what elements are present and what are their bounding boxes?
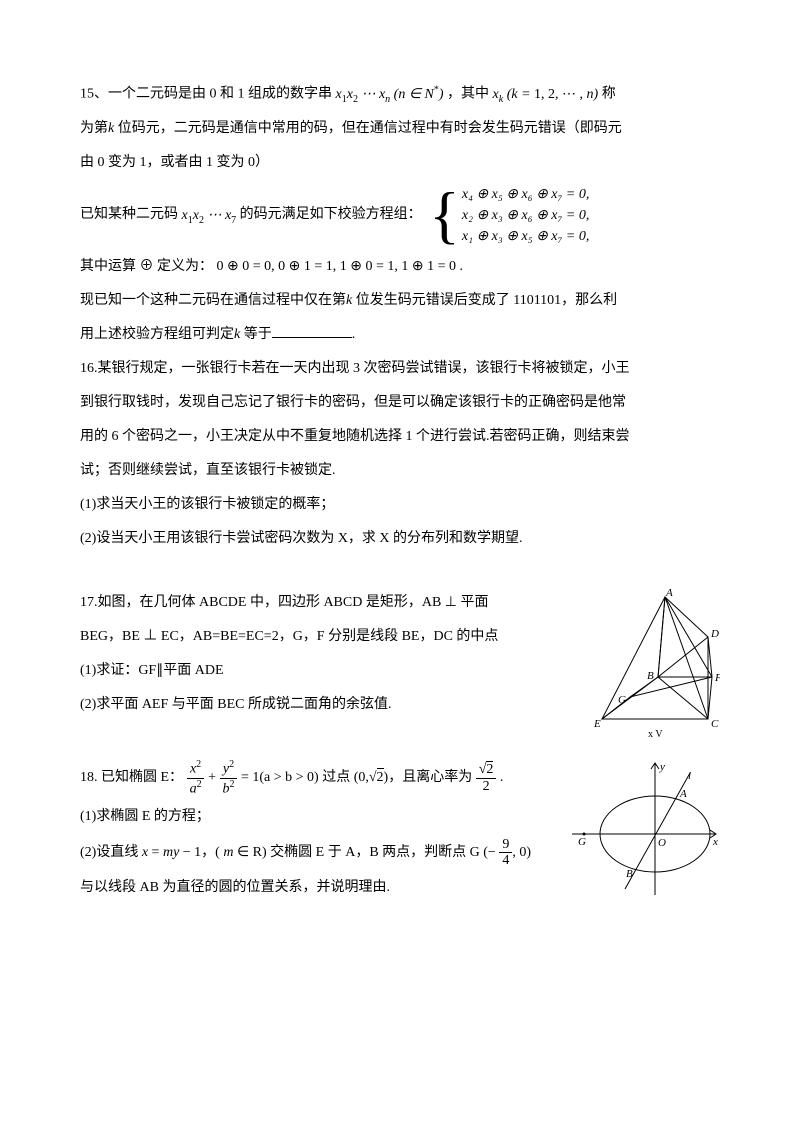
q15-line1-a: 15、一个二元码是由 0 和 1 组成的数字串	[80, 87, 336, 102]
q17-figure: A D B F C E G x V	[590, 589, 720, 739]
q18-l3: 与以线段 AB 为直径的圆的位置关系，并说明理由.	[80, 874, 560, 902]
q17-label-C: C	[711, 718, 719, 730]
q15-line2-b: 位码元，二元码是通信中常用的码，但在通信过程中有时会发生码元错误（即码元	[114, 121, 622, 136]
q18-p2-a: (2)设直线	[80, 845, 142, 860]
q18-p2-b: =	[148, 845, 163, 860]
q17-svg: A D B F C E G x V	[590, 589, 720, 739]
q18-p2: (2)设直线 x = my − 1，( m ∈ R) 交椭圆 E 于 A，B 两…	[80, 837, 560, 869]
q15-eq1: x₄ ⊕ x₅ ⊕ x₆ ⊕ x₇ = 0,	[462, 184, 589, 205]
q15-line2-a: 为第	[80, 121, 108, 136]
q15-line1-c: 称	[602, 87, 616, 102]
q17-l1: 17.如图，在几何体 ABCDE 中，四边形 ABCD 是矩形，AB ⊥ 平面	[80, 589, 580, 617]
q15-line4-b: 的码元满足如下校验方程组：	[240, 208, 422, 223]
q15-line5-a: 其中运算 ⊕ 定义为：	[80, 259, 213, 274]
q17-label-G: G	[618, 694, 626, 706]
q18-label-G: G	[578, 836, 586, 848]
q17-p1: (1)求证：GF∥平面 ADE	[80, 657, 580, 685]
q15-line7-a: 用上述校验方程组可判定	[80, 327, 234, 342]
q18-svg: A B G O x y l	[570, 759, 720, 899]
q18-figure: A B G O x y l	[570, 759, 720, 899]
q18-frac4: 94	[499, 837, 512, 869]
q15-line4: 已知某种二元码 x1x2 ⋯ x7 的码元满足如下校验方程组： { x₄ ⊕ x…	[80, 183, 720, 247]
q18-row: 18. 已知椭圆 E： x2a2 + y2b2 = 1(a > b > 0) 过…	[80, 759, 720, 908]
q15-line1: 15、一个二元码是由 0 和 1 组成的数字串 x1x2 ⋯ xn (n ∈ N…	[80, 80, 720, 109]
q18-sqrt2a: √2	[369, 768, 384, 785]
q18-l1-a: 18. 已知椭圆 E：	[80, 770, 183, 785]
q17-p2: (2)求平面 AEF 与平面 BEC 所成锐二面角的余弦值.	[80, 691, 580, 719]
q18-label-A: A	[679, 788, 687, 800]
q16-l1: 16.某银行规定，一张银行卡若在一天内出现 3 次密码尝试错误，该银行卡将被锁定…	[80, 355, 720, 383]
q18-label-y: y	[659, 761, 665, 773]
q15-line6-b: 位发生码元错误后变成了 1101101，那么利	[352, 293, 617, 308]
q18-l1-b: = 1(a > b > 0) 过点 (0,	[241, 770, 369, 785]
q18-var-my: my	[163, 845, 179, 860]
q15-line7-b: 等于	[240, 327, 272, 342]
q17-l2: BEG，BE ⊥ EC，AB=BE=EC=2，G，F 分别是线段 BE，DC 的…	[80, 623, 580, 651]
q17-label-D: D	[710, 628, 719, 640]
q18-label-x: x	[712, 836, 718, 848]
q18-label-l: l	[688, 770, 691, 782]
q18-p2-d: ∈ R) 交椭圆 E 于 A，B 两点，判断点 G (−	[233, 845, 495, 860]
q16-l3: 用的 6 个密码之一，小王决定从中不重复地随机选择 1 个进行尝试.若密码正确，…	[80, 423, 720, 451]
q16-l4: 试；否则继续尝试，直至该银行卡被锁定.	[80, 457, 720, 485]
q15-line6: 现已知一个这种二元码在通信过程中仅在第k 位发生码元错误后变成了 1101101…	[80, 287, 720, 315]
q16-p1: (1)求当天小王的该银行卡被锁定的概率；	[80, 491, 720, 519]
q18-label-B: B	[626, 868, 633, 880]
q18-p1: (1)求椭圆 E 的方程；	[80, 803, 560, 831]
q17-label-E: E	[593, 718, 601, 730]
q18-p2-e: , 0)	[512, 845, 531, 860]
q15-line5: 其中运算 ⊕ 定义为： 0 ⊕ 0 = 0, 0 ⊕ 1 = 1, 1 ⊕ 0 …	[80, 253, 720, 281]
q17-row: 17.如图，在几何体 ABCDE 中，四边形 ABCD 是矩形，AB ⊥ 平面 …	[80, 589, 720, 739]
q15-line7: 用上述校验方程组可判定k 等于.	[80, 321, 720, 349]
q18-p2-c: − 1，(	[179, 845, 223, 860]
q15-line1-b: ，其中	[447, 87, 493, 102]
q15-expr1: x1x2 ⋯ xn (n ∈ N*)	[336, 87, 444, 102]
q15-eq3: x₁ ⊕ x₃ ⊕ x₅ ⊕ x₇ = 0,	[462, 226, 589, 247]
q17-label-F: F	[714, 672, 720, 684]
q15-blank	[272, 323, 352, 338]
q16-l2: 到银行取钱时，发现自己忘记了银行卡的密码，但是可以确定该银行卡的正确密码是他常	[80, 389, 720, 417]
q15-ops: 0 ⊕ 0 = 0, 0 ⊕ 1 = 1, 1 ⊕ 0 = 1, 1 ⊕ 1 =…	[217, 259, 464, 274]
q17-label-A: A	[665, 589, 673, 599]
q15-line2: 为第k 位码元，二元码是通信中常用的码，但在通信过程中有时会发生码元错误（即码元	[80, 115, 720, 143]
q15-expr2: xk (k = 1, 2, ⋯ , n)	[493, 87, 599, 102]
q18-frac3: √22	[476, 762, 497, 794]
q18-frac2: y2b2	[219, 759, 237, 796]
q18-frac1: x2a2	[187, 759, 205, 796]
q15-equations: { x₄ ⊕ x₅ ⊕ x₆ ⊕ x₇ = 0, x₂ ⊕ x₃ ⊕ x₆ ⊕ …	[429, 183, 589, 247]
q17-caption: x V	[648, 729, 663, 739]
q15-line6-a: 现已知一个这种二元码在通信过程中仅在第	[80, 293, 346, 308]
q17-label-B: B	[647, 670, 654, 682]
q15-line4-a: 已知某种二元码	[80, 208, 182, 223]
q16-p2: (2)设当天小王用该银行卡尝试密码次数为 X，求 X 的分布列和数学期望.	[80, 525, 720, 553]
q18-label-O: O	[658, 837, 666, 849]
q15-expr3: x1x2 ⋯ x7	[182, 208, 237, 223]
q18-l1: 18. 已知椭圆 E： x2a2 + y2b2 = 1(a > b > 0) 过…	[80, 759, 560, 796]
q15-eq2: x₂ ⊕ x₃ ⊕ x₆ ⊕ x₇ = 0,	[462, 205, 589, 226]
q18-var-m: m	[223, 845, 233, 860]
q18-l1-c: )，且离心率为	[384, 770, 473, 785]
q15-line3: 由 0 变为 1，或者由 1 变为 0）	[80, 149, 720, 177]
